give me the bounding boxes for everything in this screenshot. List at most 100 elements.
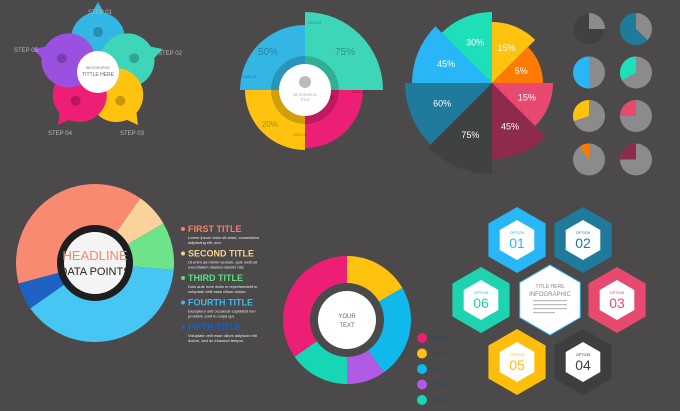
legend-dot	[417, 333, 427, 343]
hex-options: OPTION01OPTION02OPTION03OPTION04OPTION05…	[452, 207, 646, 395]
hex-option-label: OPTION	[576, 231, 591, 235]
bullet-dot	[181, 227, 185, 231]
hex-option-number: 04	[575, 357, 591, 373]
legend-dot	[417, 348, 427, 359]
rose-value: 30%	[466, 37, 484, 47]
rose-value: 5%	[515, 66, 528, 76]
headline-center	[64, 232, 126, 294]
hex-option-number: 03	[609, 295, 625, 311]
legend-dot	[417, 364, 427, 374]
legend-label: TITLE 01	[431, 336, 452, 342]
step-label: STEP 02	[158, 51, 183, 57]
headline-item-text: Excepteur sint occaecat cupidatat non	[188, 309, 256, 314]
headline-item-text: Lorem ipsum dolor sit amet, consectetur	[188, 235, 260, 240]
quadrant-data-label: DATA 01	[308, 21, 322, 25]
headline-item-title: THIRD TITLE	[188, 273, 243, 283]
rose-slice	[492, 83, 546, 159]
rose-slice	[492, 22, 536, 83]
donut-text-2: TEXT	[339, 323, 355, 329]
headline-item-title: FIFTH TITLE	[188, 322, 241, 332]
step-label: STEP 03	[120, 131, 145, 137]
step-label: STEP 01	[88, 10, 113, 16]
hex-option-number: 05	[509, 357, 525, 373]
headline-title: HEADLINE	[62, 248, 127, 263]
headline-item-text: exercitation ullamco laboris nisi.	[188, 265, 244, 270]
chat-bubble-icon	[93, 27, 103, 37]
quadrant-slice	[305, 12, 383, 90]
hex-center-text-line	[533, 304, 567, 306]
bullet-dot	[181, 300, 185, 305]
rose-slice	[492, 83, 553, 127]
headline-item-text: dolore, sed do eiusmod tempor.	[188, 338, 244, 343]
mini-pie-slice	[573, 56, 589, 89]
hex-inner	[499, 342, 535, 382]
step-center-subtitle: INFOGRAPHIC	[86, 66, 111, 70]
headline-item-text: voluptate velit esse cillum dolore.	[188, 289, 247, 294]
headline-item-title: SECOND TITLE	[188, 249, 254, 259]
hex-inner	[463, 280, 499, 320]
bullet-dot	[181, 325, 185, 329]
bullet-dot	[181, 276, 185, 280]
hex-inner	[599, 280, 635, 320]
rose-value: 15%	[518, 92, 536, 102]
hex-inner	[565, 220, 601, 260]
headline-item-title: FOURTH TITLE	[188, 298, 253, 308]
mini-pie-slice	[573, 13, 605, 45]
legend-label: TITLE 05	[431, 398, 452, 404]
quadrant-value: 20%	[262, 120, 278, 129]
hex-center-text-line	[533, 300, 567, 302]
rose-value: 45%	[437, 59, 455, 69]
hex-option-label: OPTION	[474, 291, 489, 295]
step-label: STEP 04	[48, 131, 73, 137]
mini-pie-slice	[620, 143, 636, 160]
legend-label: TITLE 04	[431, 383, 452, 389]
hex-option-label: OPTION	[610, 291, 625, 295]
quadrant-data-label: DATA 04	[243, 75, 257, 79]
legend-dot	[417, 395, 427, 405]
pie-chart-icon	[56, 53, 67, 64]
mini-pie-slice	[620, 100, 636, 116]
step-center-circle	[77, 51, 119, 93]
hex-option-number: 02	[575, 235, 591, 251]
quadrant-title-1: INFOGRAPHIC	[293, 93, 318, 97]
briefcase-icon	[70, 95, 81, 106]
hex-option-number: 01	[509, 235, 525, 251]
hex-inner	[565, 342, 601, 382]
mini-pie-slice	[620, 13, 648, 45]
step-center-title: TITTLE HERE	[82, 72, 115, 78]
mini-pie-slice	[579, 143, 589, 160]
headline-item-text: proident, sunt in culpa qui.	[188, 314, 235, 319]
hex-center-text-line	[533, 308, 567, 310]
rose-value: 45%	[501, 122, 519, 132]
donut-center	[318, 291, 376, 349]
hex-option-label: OPTION	[576, 353, 591, 357]
headline-item-text: adipiscing elit, sed.	[188, 240, 222, 245]
headline-item-text: Voluptate velit esse cillum adipiscin el…	[188, 333, 258, 338]
rose-value: 75%	[461, 130, 479, 140]
quadrant-value: 75%	[335, 47, 355, 58]
donut-text-1: YOUR	[338, 314, 356, 320]
gear-icon	[129, 53, 140, 64]
quadrant-title-2: TITLE	[300, 98, 310, 102]
hex-option-number: 06	[473, 295, 489, 311]
headline-subtitle: DATA POINTS	[59, 266, 130, 278]
rose-value: 15%	[497, 43, 515, 53]
hex-center-subtitle: INFOGRAPHIC	[529, 292, 571, 298]
legend-dot	[417, 379, 427, 390]
rose-slice	[405, 83, 492, 145]
rose-slice	[441, 12, 492, 83]
hex-option-label: OPTION	[510, 231, 525, 235]
quadrant-data-label: DATA 02	[352, 90, 366, 94]
rose-slice	[492, 46, 543, 83]
lightbulb-icon	[299, 76, 311, 88]
hex-center-title: TITLE HERE	[536, 284, 566, 290]
rose-slice	[412, 26, 492, 83]
headline-slice	[30, 263, 174, 342]
mini-pie-slice	[573, 100, 589, 121]
legend-label: TITLE 03	[431, 367, 452, 373]
quadrant-data-label: DATA 03	[293, 133, 307, 137]
bullet-dot	[181, 251, 185, 256]
headline-item-title: FIRST TITLE	[188, 224, 242, 234]
